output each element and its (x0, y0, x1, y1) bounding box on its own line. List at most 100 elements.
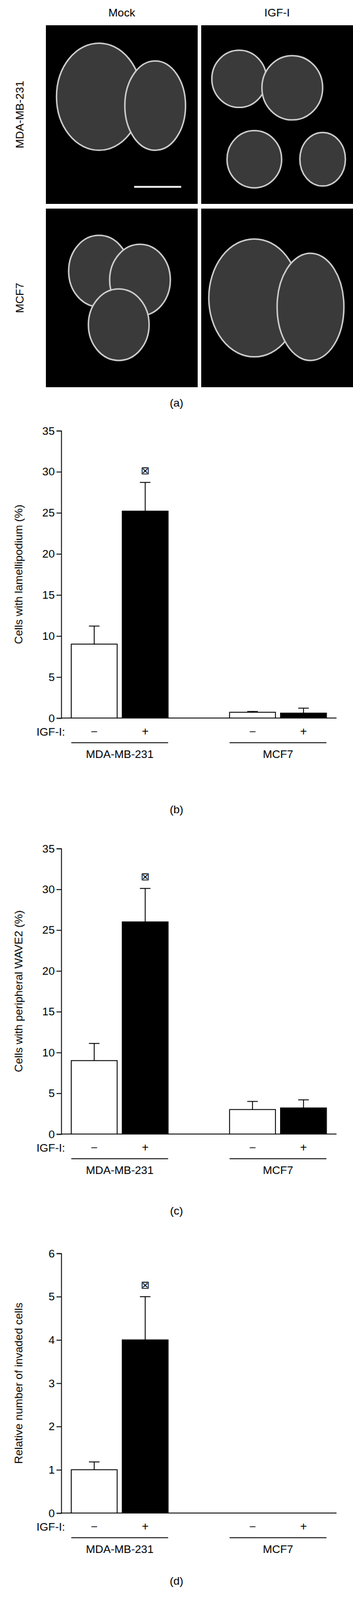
scale-bar (134, 186, 182, 189)
tick-label: 5 (48, 1291, 55, 1305)
bar (71, 1471, 118, 1515)
bar (229, 1110, 276, 1136)
tick-label: 30 (42, 884, 55, 897)
bar (280, 1514, 327, 1515)
tick: 3 (48, 1379, 62, 1392)
tick: 6 (48, 1249, 62, 1262)
tick: 1 (48, 1465, 62, 1478)
category-label: + (141, 1142, 149, 1156)
tick-label: 10 (42, 630, 55, 644)
micrograph (201, 208, 353, 388)
tick: 20 (42, 966, 62, 979)
figure: MockIGF-IMDA-MB-231MCF7(a)05101520253035… (0, 0, 353, 1600)
y-axis-title: Relative number of invaded cells (12, 1304, 25, 1467)
axis-line (56, 1255, 62, 1516)
tick-label: 5 (48, 671, 55, 685)
error-bar (298, 1101, 309, 1110)
tick-mark (56, 677, 62, 679)
cell (88, 289, 149, 362)
panel-label: (d) (169, 1576, 183, 1590)
group-bracket (71, 1539, 169, 1541)
tick-label: 3 (48, 1379, 55, 1392)
column-label: Mock (108, 6, 136, 19)
tick-label: 20 (42, 548, 55, 561)
tick: 20 (42, 548, 62, 561)
tick-mark (56, 931, 62, 933)
bar (280, 1109, 327, 1136)
tick: 5 (48, 1088, 62, 1101)
tick-mark (56, 1341, 62, 1343)
tick-label: 6 (48, 1249, 55, 1262)
tick: 4 (48, 1335, 62, 1348)
tick-mark (56, 1012, 62, 1014)
error-bar (88, 1463, 100, 1472)
tick-label: 25 (42, 924, 55, 938)
tick-label: 0 (48, 713, 55, 726)
bar (229, 713, 276, 719)
tick-label: 35 (42, 425, 55, 438)
bar (122, 923, 169, 1136)
axis-line (56, 850, 62, 1137)
tick-mark (56, 513, 62, 515)
error-bar (247, 1102, 258, 1111)
tick-label: 2 (48, 1422, 55, 1435)
tick-mark (56, 554, 62, 556)
tick: 5 (48, 671, 62, 685)
tick: 15 (42, 589, 62, 602)
category-label: − (248, 726, 256, 739)
tick-label: 5 (48, 1088, 55, 1101)
tick-label: 30 (42, 465, 55, 479)
tick-mark (56, 1384, 62, 1387)
panel-label: (b) (169, 804, 183, 817)
error-bar (140, 889, 151, 924)
tick-mark (56, 431, 62, 433)
tick-mark (56, 849, 62, 851)
cell (124, 61, 186, 151)
micrograph (45, 208, 198, 388)
cell (261, 55, 323, 121)
y-axis: 0 5 10 15 20 25 30 35 (42, 425, 62, 726)
tick: 0 (48, 1509, 62, 1522)
category-label: + (141, 726, 149, 739)
tick: 15 (42, 1006, 62, 1019)
group-label: MCF7 (262, 748, 294, 762)
bars (71, 1298, 169, 1515)
chart: 0123456Relative number of invaded cells⊠… (12, 1249, 337, 1590)
tick-label: 20 (42, 966, 55, 979)
group-label: MCF7 (262, 1544, 294, 1558)
tick: 5 (48, 1291, 62, 1305)
tick: 25 (42, 924, 62, 938)
tick-mark (56, 890, 62, 892)
significance: ⊠ (140, 871, 150, 884)
group-bracket (229, 1159, 327, 1161)
tick-mark (56, 1427, 62, 1430)
bar (71, 644, 118, 719)
error-bar (88, 627, 100, 646)
tick-label: 1 (48, 1465, 55, 1478)
tick-mark (56, 1094, 62, 1096)
tick: 25 (42, 507, 62, 520)
chart: 05101520253035Cells with peripheral WAVE… (12, 843, 337, 1219)
x-axis-title: IGF-I: (36, 1522, 66, 1535)
error-bar (140, 1298, 151, 1342)
tick-label: 25 (42, 507, 55, 520)
cell (211, 50, 267, 108)
chart: 05101520253035Cells with lamellipodium (… (12, 425, 337, 817)
column-label: IGF-I (264, 6, 290, 19)
y-axis-title: Cells with peripheral WAVE2 (%) (12, 911, 25, 1074)
tick-mark (56, 1135, 62, 1137)
bars (71, 483, 327, 719)
error-bar (88, 1044, 100, 1062)
tick-mark (56, 1471, 62, 1473)
tick-mark (56, 595, 62, 597)
tick-mark (56, 1514, 62, 1517)
bar (229, 1514, 276, 1515)
group-label: MDA-MB-231 (85, 1165, 154, 1178)
group-label: MDA-MB-231 (85, 748, 154, 762)
tick-label: 35 (42, 843, 55, 857)
group-bracket (71, 743, 169, 745)
row-label: MDA-MB-231 (13, 80, 26, 149)
tick: 2 (48, 1422, 62, 1435)
tick-label: 4 (48, 1335, 55, 1348)
tick-mark (56, 1254, 62, 1257)
